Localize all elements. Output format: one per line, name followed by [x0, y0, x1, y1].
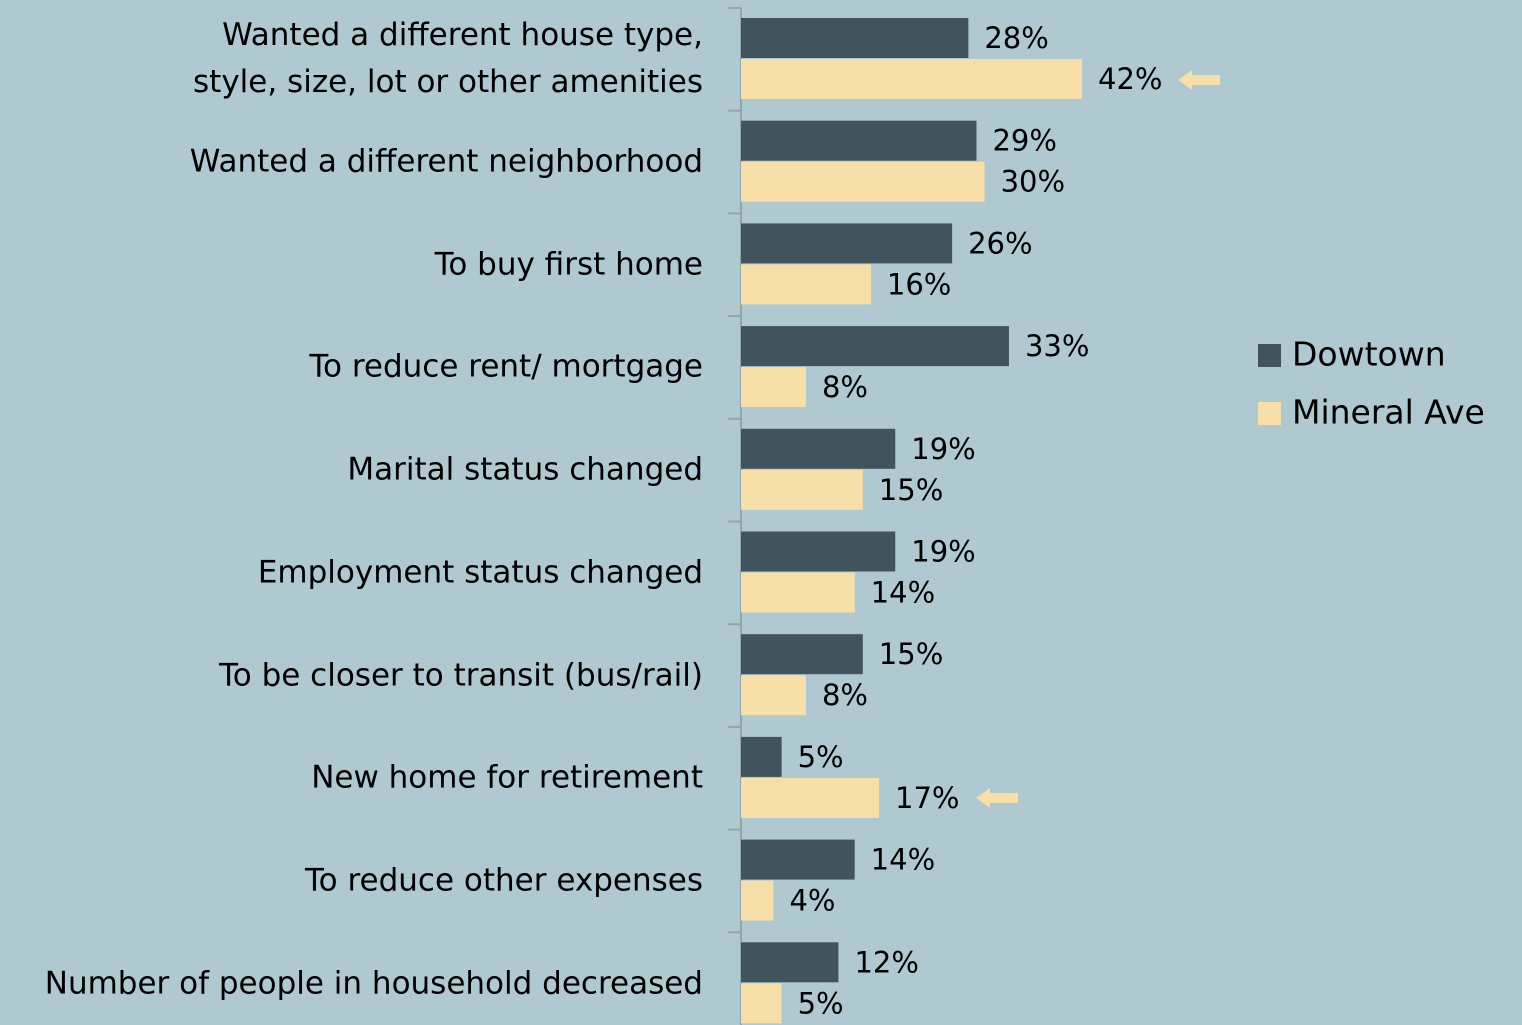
value-label: 8%: [822, 370, 868, 404]
category-label: Wanted a different house type, style, si…: [193, 17, 703, 101]
category-label: Employment status changed: [257, 554, 703, 591]
category-label: Wanted a different neighborhood: [189, 143, 703, 180]
category-label: To be closer to transit (bus/rail): [219, 657, 703, 694]
legend-swatch: [1258, 344, 1281, 367]
bar: [741, 223, 953, 264]
value-label: 19%: [911, 432, 975, 466]
value-label: 19%: [911, 535, 975, 569]
value-label: 28%: [984, 21, 1048, 55]
value-label: 30%: [1001, 165, 1065, 199]
value-label: 5%: [798, 986, 844, 1020]
bar: [741, 942, 839, 983]
value-label: 5%: [798, 740, 844, 774]
bar: [741, 18, 969, 58]
value-label: 8%: [822, 678, 868, 712]
value-label: 12%: [854, 945, 918, 979]
bar: [741, 120, 977, 161]
value-label: 33%: [1025, 329, 1089, 363]
bar: [741, 469, 863, 510]
bar: [741, 367, 806, 408]
legend-label: Mineral Ave: [1292, 393, 1485, 432]
bar: [741, 880, 774, 921]
legend-label: Dowtown: [1292, 335, 1446, 374]
value-label: 14%: [871, 576, 935, 610]
bar: [741, 736, 782, 777]
value-label: 26%: [968, 226, 1032, 260]
bar: [741, 264, 871, 305]
bar: [741, 983, 782, 1024]
category-label: Marital status changed: [347, 451, 703, 488]
bar: [741, 839, 855, 880]
value-label: 17%: [895, 781, 959, 815]
bar: [741, 572, 855, 613]
bar: [741, 634, 863, 675]
category-label: New home for retirement: [311, 759, 703, 796]
bar: [741, 675, 806, 716]
category-label: To reduce rent/ mortgage: [309, 348, 703, 385]
value-label: 15%: [879, 637, 943, 671]
value-label: 4%: [789, 884, 835, 918]
category-label: To reduce other expenses: [304, 862, 703, 899]
category-label: Number of people in household decreased: [44, 965, 703, 1002]
bar: [741, 161, 985, 202]
value-label: 16%: [887, 267, 951, 301]
bar: [741, 326, 1009, 367]
value-label: 15%: [879, 473, 943, 507]
arrow: [976, 788, 1018, 808]
bar: [741, 428, 896, 469]
bar: [741, 59, 1083, 99]
value-label: 29%: [992, 124, 1056, 158]
bar: [741, 531, 896, 572]
bar: [741, 777, 880, 818]
legend-swatch: [1258, 402, 1281, 425]
category-label: To buy first home: [434, 246, 703, 283]
value-label: 42%: [1098, 62, 1162, 96]
value-label: 14%: [871, 843, 935, 877]
arrow: [1178, 70, 1220, 90]
